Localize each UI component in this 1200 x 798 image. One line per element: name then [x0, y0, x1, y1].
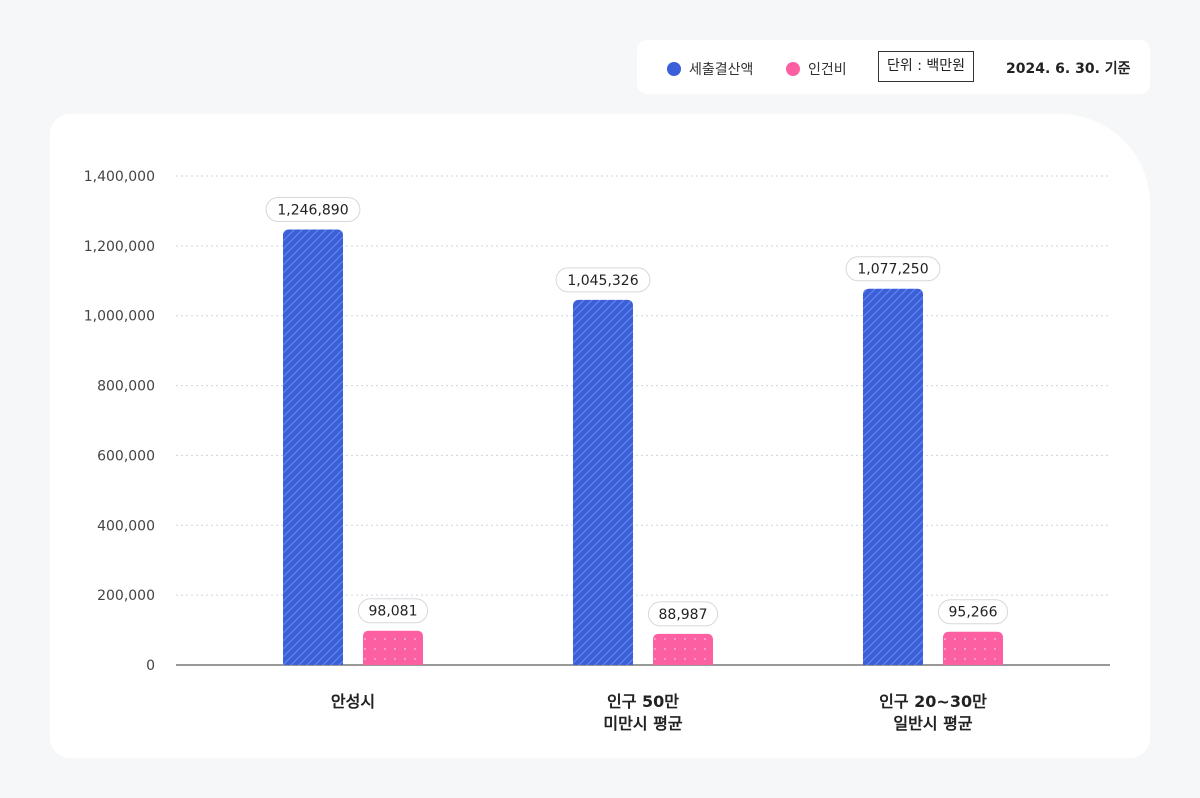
- x-category-label: 일반시 평균: [893, 714, 972, 733]
- data-label-pill: [937, 599, 1009, 625]
- data-label-pill: [845, 256, 941, 282]
- y-tick-label: 0: [146, 658, 155, 674]
- data-label: 95,266: [949, 605, 998, 621]
- y-tick-label: 200,000: [97, 588, 155, 604]
- data-label: 88,987: [659, 607, 708, 623]
- y-tick-label: 1,200,000: [84, 239, 155, 255]
- bar-personnel: [363, 630, 423, 665]
- data-label: 98,081: [369, 604, 418, 620]
- chart-card: 0 200,000 400,000 600,000 800,000 1,000,000 1,…: [50, 114, 1150, 758]
- x-category-label: 인구 50만: [607, 692, 679, 711]
- data-label: 1,077,250: [857, 262, 928, 278]
- x-category-label: 안성시: [331, 692, 375, 711]
- y-tick-label: 600,000: [97, 448, 155, 464]
- legend-item-personnel: 인건비: [786, 59, 847, 79]
- legend-label-personnel: 인건비: [808, 62, 847, 78]
- bar-expenditure: [283, 229, 343, 665]
- data-label: 1,246,890: [277, 202, 348, 218]
- bar-personnel: [653, 633, 713, 665]
- x-category-label: 인구 20~30만: [879, 692, 987, 711]
- data-label-pill: [555, 267, 651, 293]
- unit-label: 단위 : 백만원: [878, 51, 974, 82]
- data-label-pill: [357, 598, 429, 624]
- y-tick-label: 400,000: [97, 518, 155, 534]
- data-label-pill: [647, 601, 719, 627]
- legend-dot-personnel: [786, 62, 800, 76]
- y-tick-label: 800,000: [97, 379, 155, 395]
- y-tick-label: 1,000,000: [84, 309, 155, 325]
- bar-expenditure: [863, 288, 923, 665]
- x-category-label: 미만시 평균: [603, 714, 682, 733]
- legend-label-expenditure: 세출결산액: [689, 62, 754, 78]
- legend-item-expenditure: 세출결산액: [667, 59, 753, 79]
- as-of-date: 2024. 6. 30. 기준: [1006, 61, 1131, 77]
- bar-expenditure: [573, 299, 633, 665]
- bar-personnel: [943, 631, 1003, 665]
- bar-chart: 0 200,000 400,000 600,000 800,000 1,000,000 1,…: [84, 169, 1110, 733]
- legend-dot-expenditure: [667, 62, 681, 76]
- data-label: 1,045,326: [567, 273, 638, 289]
- data-label-pill: [265, 196, 361, 222]
- y-tick-label: 1,400,000: [84, 169, 155, 185]
- legend-bar: 세출결산액 인건비 단위 : 백만원 2024. 6. 30. 기준: [637, 40, 1150, 94]
